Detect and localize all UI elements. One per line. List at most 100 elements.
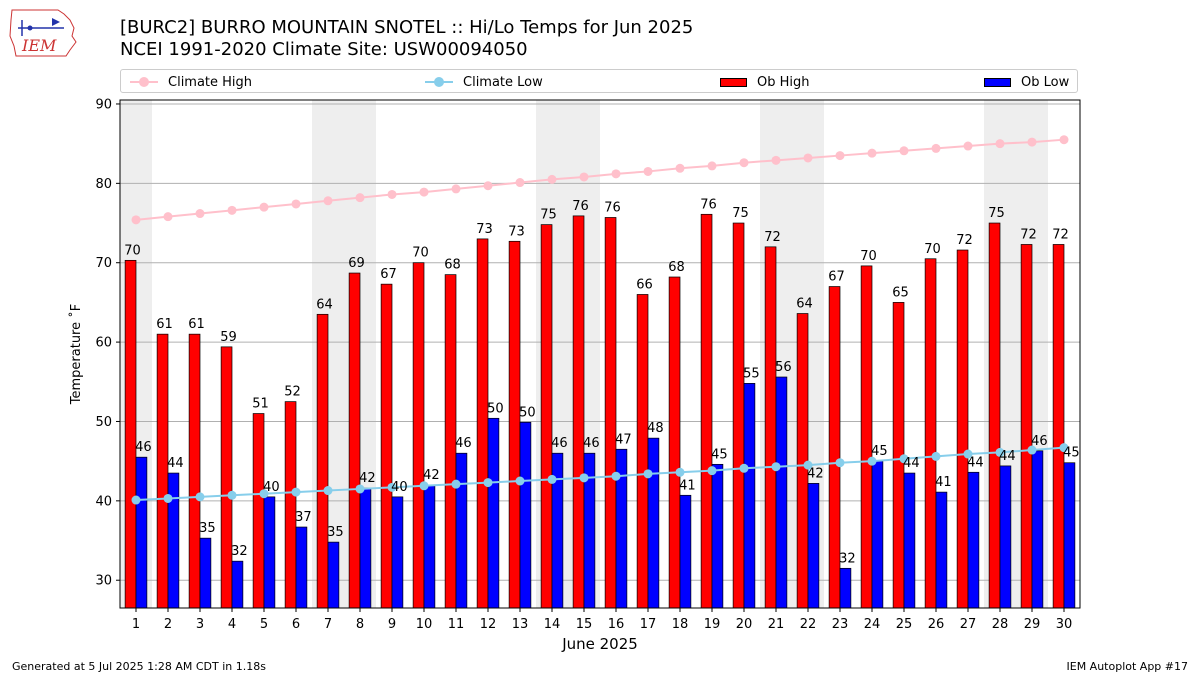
- ob-low-label-13: 50: [519, 405, 536, 420]
- ob-low-label-30: 45: [1063, 446, 1080, 461]
- climate-low-point-28: [995, 447, 1005, 457]
- ob-low-bar-3: [199, 537, 212, 609]
- climate-high-point-24: [867, 148, 877, 158]
- climate-low-point-11: [451, 479, 461, 489]
- climate-high-point-8: [355, 193, 365, 203]
- climate-high-point-12: [483, 181, 493, 191]
- ob-low-label-25: 44: [903, 456, 920, 471]
- ytick-label-40: 40: [95, 494, 112, 509]
- iem-logo: IEM: [9, 9, 77, 57]
- ytick-label-90: 90: [95, 97, 112, 112]
- xtick-label-3: 3: [196, 617, 204, 632]
- ob-high-label-20: 75: [732, 206, 749, 221]
- xtick-label-6: 6: [292, 617, 300, 632]
- legend-label-climate-high: Climate High: [168, 74, 253, 90]
- climate-high-point-10: [419, 187, 429, 197]
- ob-high-bar-17: [636, 294, 649, 609]
- xtick-label-21: 21: [768, 617, 785, 632]
- ob-high-bar-28: [988, 222, 1001, 609]
- ob-low-bar-25: [903, 472, 916, 609]
- ob-high-bar-10: [412, 262, 425, 609]
- legend-label-climate-low: Climate Low: [463, 74, 543, 90]
- plot-frame: [119, 99, 1081, 609]
- ob-high-label-29: 72: [1020, 227, 1037, 242]
- ob-low-bar-9: [391, 496, 404, 609]
- ob-high-bar-14: [540, 224, 553, 609]
- ob-high-bar-12: [476, 238, 489, 609]
- y-axis-label: Temperature ˚F: [68, 304, 84, 405]
- ob-high-label-21: 72: [764, 230, 781, 245]
- climate-high-point-2: [163, 212, 173, 222]
- ob-high-label-15: 76: [572, 199, 589, 214]
- xtick-label-8: 8: [356, 617, 364, 632]
- ob-high-label-22: 64: [796, 297, 813, 312]
- ob-low-bar-2: [167, 472, 180, 609]
- ob-high-bar-19: [700, 213, 713, 609]
- ob-high-bar-4: [220, 346, 233, 609]
- ob-low-bar-29: [1031, 450, 1044, 609]
- ob-low-bar-12: [487, 417, 500, 609]
- ob-high-bar-26: [924, 258, 937, 609]
- climate-low-point-9: [387, 482, 397, 492]
- ob-high-label-12: 73: [476, 222, 493, 237]
- legend-item-ob-high: Ob High: [720, 74, 810, 90]
- climate-high-point-14: [547, 174, 557, 184]
- climate-low-point-21: [771, 462, 781, 472]
- legend-item-climate-low: Climate Low: [425, 74, 543, 90]
- ob-low-bar-26: [935, 491, 948, 609]
- ob-high-label-28: 75: [988, 206, 1005, 221]
- ob-high-label-3: 61: [188, 317, 205, 332]
- climate-low-point-14: [547, 474, 557, 484]
- climate-high-point-18: [675, 163, 685, 173]
- xtick-label-23: 23: [832, 617, 849, 632]
- ob-high-label-10: 70: [412, 246, 429, 261]
- ob-low-bar-20: [743, 383, 756, 609]
- ob-low-bar-17: [647, 437, 660, 609]
- climate-high-point-30: [1059, 135, 1069, 145]
- climate-high-point-27: [963, 141, 973, 151]
- ob-high-label-5: 51: [252, 397, 269, 412]
- climate-high-point-25: [899, 146, 909, 156]
- climate-low-point-29: [1027, 445, 1037, 455]
- ob-low-bar-23: [839, 567, 852, 609]
- ob-low-label-22: 42: [807, 466, 824, 481]
- ob-low-label-10: 42: [423, 468, 440, 483]
- climate-low-line: [135, 446, 1065, 502]
- climate-high-point-4: [227, 205, 237, 215]
- climate-high-point-21: [771, 155, 781, 165]
- xtick-label-19: 19: [704, 617, 721, 632]
- climate-low-point-17: [643, 469, 653, 479]
- ob-high-label-14: 75: [540, 208, 557, 223]
- climate-low-point-8: [355, 484, 365, 494]
- ob-low-label-16: 47: [615, 432, 632, 447]
- ytick-label-50: 50: [95, 415, 112, 430]
- ob-high-label-9: 67: [380, 267, 397, 282]
- ob-low-bar-18: [679, 494, 692, 609]
- ob-high-bar-3: [188, 333, 201, 609]
- ob-low-label-21: 56: [775, 360, 792, 375]
- climate-high-swatch: [130, 77, 158, 87]
- x-axis-label: June 2025: [561, 635, 638, 653]
- xtick-label-25: 25: [896, 617, 913, 632]
- climate-high-point-23: [835, 151, 845, 161]
- climate-low-point-27: [963, 449, 973, 459]
- climate-low-point-3: [195, 492, 205, 502]
- ob-low-label-1: 46: [135, 440, 152, 455]
- xtick-label-26: 26: [928, 617, 945, 632]
- ob-high-label-27: 72: [956, 233, 973, 248]
- xtick-label-5: 5: [260, 617, 268, 632]
- chart-subtitle: NCEI 1991-2020 Climate Site: USW00094050: [120, 39, 528, 60]
- ob-high-label-7: 64: [316, 297, 333, 312]
- ytick-label-70: 70: [95, 256, 112, 271]
- ob-high-label-11: 68: [444, 258, 461, 273]
- climate-low-point-25: [899, 454, 909, 464]
- ob-low-label-14: 46: [551, 436, 568, 451]
- ob-low-bar-19: [711, 463, 724, 609]
- climate-low-point-18: [675, 467, 685, 477]
- climate-high-point-9: [387, 189, 397, 199]
- xtick-label-14: 14: [544, 617, 561, 632]
- climate-low-swatch: [425, 77, 453, 87]
- xtick-label-18: 18: [672, 617, 689, 632]
- climate-low-point-20: [739, 463, 749, 473]
- xtick-label-9: 9: [388, 617, 396, 632]
